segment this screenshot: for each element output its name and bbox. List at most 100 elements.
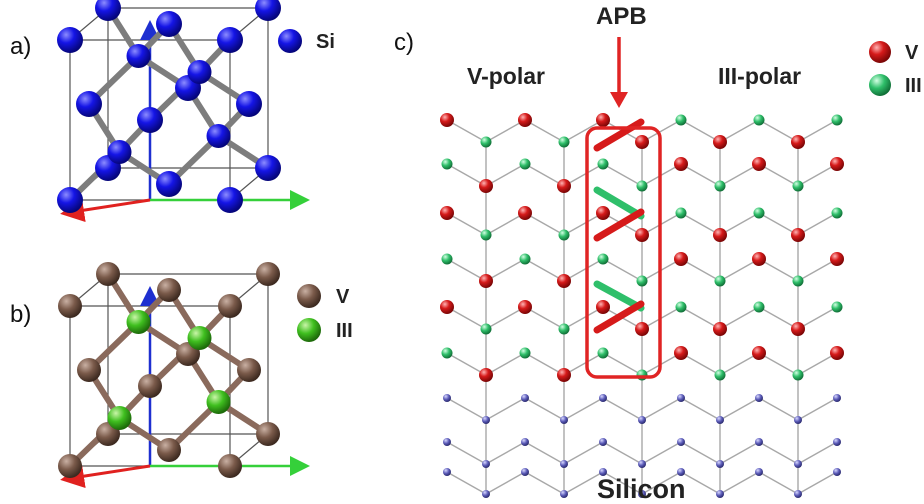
- si-atom: [156, 11, 182, 37]
- bond: [719, 258, 760, 282]
- bond: [563, 441, 604, 465]
- v-atom: [218, 294, 242, 318]
- bond: [758, 306, 799, 330]
- silicon-atom: [833, 394, 841, 402]
- legend-b-iii-atom: [297, 318, 321, 342]
- bond: [641, 441, 682, 465]
- silicon-atom: [599, 468, 607, 476]
- si-atom: [206, 124, 231, 148]
- bond: [485, 397, 526, 421]
- bond: [680, 163, 721, 187]
- bond: [641, 119, 682, 143]
- iii-atom: [675, 301, 687, 313]
- legend-c-iii-atom: [869, 74, 891, 96]
- bond: [758, 119, 799, 143]
- v-atom: [157, 438, 181, 462]
- bond: [602, 352, 643, 376]
- silicon-atom: [755, 394, 763, 402]
- bond: [758, 163, 799, 187]
- bond: [446, 352, 487, 376]
- v-atom: [557, 368, 571, 382]
- bond: [719, 212, 760, 236]
- iii-atom: [558, 323, 570, 335]
- iii-atom: [597, 347, 609, 359]
- v-atom: [157, 278, 181, 302]
- iii-atom: [714, 275, 726, 287]
- bond: [563, 397, 604, 421]
- bond: [524, 306, 565, 330]
- apb-bonds: [593, 118, 645, 334]
- lattice-atoms: [440, 113, 844, 498]
- v-atom: [440, 206, 454, 220]
- silicon-atom: [443, 468, 451, 476]
- bond: [485, 258, 526, 282]
- v-atom: [479, 179, 493, 193]
- v-atom: [518, 206, 532, 220]
- bond: [758, 397, 799, 421]
- iii-atom: [714, 369, 726, 381]
- iii-atom: [792, 180, 804, 192]
- bond: [719, 306, 760, 330]
- silicon-atom: [560, 460, 568, 468]
- x-axis-arrow: [60, 464, 151, 489]
- v-atom: [479, 274, 493, 288]
- v-atom: [138, 374, 162, 398]
- bond: [680, 397, 721, 421]
- silicon-atom: [560, 490, 568, 498]
- iii-atom: [206, 390, 231, 414]
- v-atom: [596, 113, 610, 127]
- iii-atom: [675, 114, 687, 126]
- v-atom: [791, 228, 805, 242]
- si-atom: [57, 187, 83, 213]
- v-atom: [713, 135, 727, 149]
- bond: [758, 471, 799, 495]
- zincblende-unit-cell: [58, 262, 310, 489]
- silicon-atom: [755, 438, 763, 446]
- si-atom: [126, 44, 151, 68]
- bond: [485, 306, 526, 330]
- bond: [797, 163, 838, 187]
- iii-atom: [558, 136, 570, 148]
- bond: [719, 119, 760, 143]
- bond: [797, 397, 838, 421]
- silicon-unit-cell: [57, 0, 310, 223]
- iii-atom: [107, 406, 132, 430]
- bond: [563, 258, 604, 282]
- bond: [602, 397, 643, 421]
- silicon-atom: [521, 394, 529, 402]
- silicon-atom: [560, 416, 568, 424]
- v-atom: [96, 262, 120, 286]
- bond: [524, 352, 565, 376]
- iii-atom: [519, 158, 531, 170]
- silicon-atom: [638, 416, 646, 424]
- iii-atom: [831, 114, 843, 126]
- iii-atom: [597, 253, 609, 265]
- bond: [758, 258, 799, 282]
- v-atom: [479, 368, 493, 382]
- iii-atom: [831, 301, 843, 313]
- legend-b-v-label: V: [336, 286, 350, 308]
- v-atom: [830, 157, 844, 171]
- bond: [485, 441, 526, 465]
- silicon-atom: [677, 438, 685, 446]
- iii-atom: [441, 158, 453, 170]
- v-atom: [256, 422, 280, 446]
- iii-atom: [519, 253, 531, 265]
- bond: [602, 441, 643, 465]
- v-atom: [635, 135, 649, 149]
- v-atom: [518, 113, 532, 127]
- bond: [758, 441, 799, 465]
- bond: [719, 352, 760, 376]
- bond: [485, 163, 526, 187]
- silicon-atom: [482, 416, 490, 424]
- silicon-atom: [443, 438, 451, 446]
- legend-b-iii-label: III: [336, 320, 353, 342]
- bond: [797, 306, 838, 330]
- silicon-atom: [716, 490, 724, 498]
- silicon-atom: [833, 468, 841, 476]
- bond: [485, 471, 526, 495]
- legend-c-v-atom: [869, 41, 891, 63]
- v-atom: [557, 179, 571, 193]
- bond: [485, 212, 526, 236]
